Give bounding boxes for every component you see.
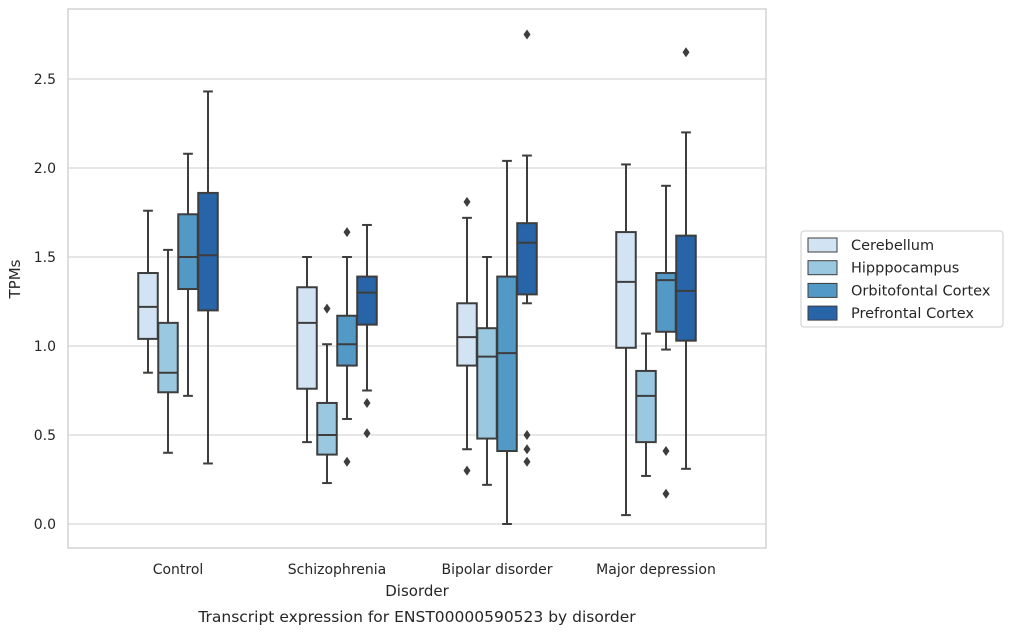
- box-1-0: [296, 256, 318, 444]
- box-1-1: [316, 303, 338, 485]
- box-1-2: [336, 227, 358, 467]
- box-iqr: [177, 213, 199, 291]
- box-0-1: [157, 248, 179, 454]
- x-tick-label: Bipolar disorder: [441, 562, 552, 578]
- box-iqr: [356, 275, 378, 326]
- box-iqr: [655, 272, 677, 333]
- outlier-point: [463, 196, 471, 207]
- box-2-0: [456, 196, 478, 476]
- legend-label: Cerebellum: [851, 238, 934, 254]
- legend-label: Prefrontal Cortex: [851, 306, 974, 322]
- legend-swatch: [807, 260, 838, 276]
- box-3-1: [635, 332, 657, 477]
- box-0-3: [197, 90, 219, 465]
- y-tick-label: 1.5: [34, 250, 56, 266]
- box-iqr: [476, 327, 498, 440]
- box-3-0: [615, 163, 637, 517]
- box-iqr: [675, 234, 697, 342]
- x-tick-label: Major depression: [596, 562, 716, 578]
- box-0-0: [137, 209, 159, 374]
- outlier-point: [463, 465, 471, 476]
- outlier-point: [323, 303, 331, 314]
- y-tick-label: 0.5: [34, 428, 56, 444]
- box-iqr: [316, 401, 338, 456]
- box-iqr: [615, 231, 637, 349]
- box-iqr: [496, 275, 518, 453]
- y-axis-label: TPMs: [6, 259, 24, 299]
- box-iqr: [635, 369, 657, 444]
- outlier-point: [343, 227, 351, 238]
- outlier-point: [363, 397, 371, 408]
- legend-frame: [800, 230, 1004, 328]
- legend-swatch: [807, 305, 838, 321]
- box-1-3: [356, 223, 378, 439]
- box-iqr: [157, 321, 179, 394]
- box-layer: [137, 29, 697, 525]
- y-tick-label: 1.0: [34, 339, 56, 355]
- box-iqr: [336, 314, 358, 367]
- box-2-3: [516, 29, 538, 467]
- legend-swatch: [807, 237, 838, 253]
- legend: Cerebellum Hipppocampus Orbitofontal Corte…: [800, 230, 1004, 328]
- outlier-point: [523, 444, 531, 455]
- x-tick-label: Schizophrenia: [288, 562, 386, 578]
- legend-swatch: [807, 282, 838, 298]
- y-tick-label: 2.0: [34, 161, 56, 177]
- box-3-3: [675, 47, 697, 470]
- outlier-point: [523, 430, 531, 440]
- outlier-point: [662, 446, 670, 457]
- box-iqr: [197, 191, 219, 312]
- box-2-2: [496, 159, 518, 525]
- box-0-2: [177, 152, 199, 397]
- chart-caption: Transcript expression for ENST0000059052…: [197, 608, 636, 626]
- legend-label: Orbitofontal Cortex: [851, 283, 991, 299]
- plot-frame: [67, 8, 767, 549]
- x-axis-label: Disorder: [385, 582, 449, 600]
- box-2-1: [476, 256, 498, 486]
- outlier-point: [682, 47, 690, 58]
- y-tick-label: 2.5: [34, 72, 56, 88]
- outlier-point: [523, 456, 531, 467]
- outlier-point: [523, 29, 531, 40]
- outlier-point: [363, 428, 371, 439]
- legend-label: Hipppocampus: [851, 261, 959, 277]
- box-3-2: [655, 184, 677, 499]
- axes: 0.0 0.5 1.0 1.5 2.0 2.5 Control Schizophrenia Bi…: [34, 8, 767, 578]
- box-iqr: [516, 222, 538, 296]
- box-iqr: [296, 286, 318, 390]
- outlier-point: [343, 456, 351, 467]
- box-iqr: [456, 302, 478, 367]
- x-tick-label: Control: [153, 562, 204, 578]
- y-tick-label: 0.0: [34, 517, 56, 533]
- outlier-point: [662, 488, 670, 499]
